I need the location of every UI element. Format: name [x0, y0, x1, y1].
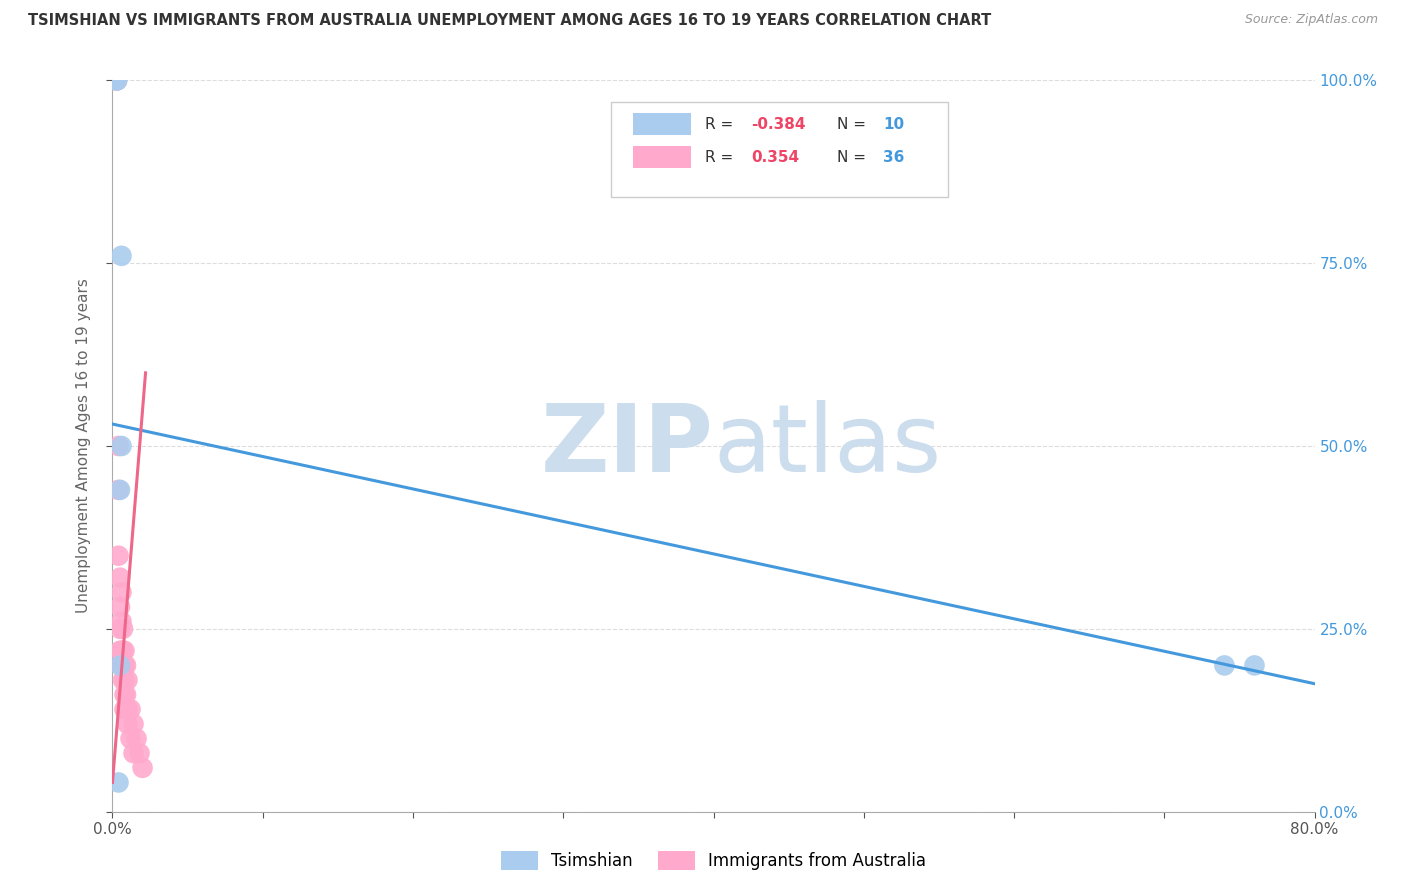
Text: 10: 10: [883, 117, 904, 132]
Point: [131, 761, 153, 775]
Point: [108, 599, 131, 614]
Text: N =: N =: [838, 150, 872, 165]
Point: [115, 658, 138, 673]
Text: atlas: atlas: [713, 400, 942, 492]
Point: [110, 615, 132, 629]
Point: [108, 644, 131, 658]
Point: [114, 658, 136, 673]
Point: [114, 673, 136, 687]
Text: Source: ZipAtlas.com: Source: ZipAtlas.com: [1244, 13, 1378, 27]
Text: -0.384: -0.384: [751, 117, 806, 132]
Point: [105, 73, 128, 87]
Point: [110, 439, 132, 453]
Point: [105, 73, 128, 87]
Point: [128, 746, 150, 760]
Point: [107, 439, 129, 453]
Point: [108, 622, 131, 636]
Point: [107, 483, 129, 497]
FancyBboxPatch shape: [612, 103, 948, 197]
Point: [114, 688, 136, 702]
Point: [111, 658, 134, 673]
Point: [115, 702, 138, 716]
Point: [110, 585, 132, 599]
Y-axis label: Unemployment Among Ages 16 to 19 years: Unemployment Among Ages 16 to 19 years: [76, 278, 91, 614]
Point: [105, 73, 128, 87]
Point: [111, 644, 134, 658]
Point: [108, 658, 131, 673]
Point: [120, 731, 142, 746]
Point: [114, 644, 136, 658]
Point: [115, 688, 138, 702]
Text: TSIMSHIAN VS IMMIGRANTS FROM AUSTRALIA UNEMPLOYMENT AMONG AGES 16 TO 19 YEARS CO: TSIMSHIAN VS IMMIGRANTS FROM AUSTRALIA U…: [28, 13, 991, 29]
Point: [105, 73, 128, 87]
Point: [107, 775, 129, 789]
Point: [110, 249, 132, 263]
Point: [107, 549, 129, 563]
Point: [111, 622, 134, 636]
Bar: [633, 146, 690, 168]
Point: [111, 673, 134, 687]
Point: [122, 717, 145, 731]
Text: 0.354: 0.354: [751, 150, 799, 165]
Text: N =: N =: [838, 117, 872, 132]
Point: [110, 658, 132, 673]
Point: [117, 702, 139, 716]
Point: [1213, 658, 1236, 673]
Point: [1243, 658, 1265, 673]
Point: [122, 746, 145, 760]
Point: [105, 73, 128, 87]
Bar: [633, 113, 690, 136]
Point: [110, 644, 132, 658]
Text: R =: R =: [706, 117, 738, 132]
Point: [120, 702, 142, 716]
Text: R =: R =: [706, 150, 744, 165]
Point: [114, 702, 136, 716]
Text: 36: 36: [883, 150, 904, 165]
Legend: Tsimshian, Immigrants from Australia: Tsimshian, Immigrants from Australia: [495, 844, 932, 877]
Point: [125, 731, 148, 746]
Text: ZIP: ZIP: [541, 400, 713, 492]
Point: [104, 73, 127, 87]
Point: [108, 571, 131, 585]
Point: [117, 717, 139, 731]
Point: [117, 673, 139, 687]
Point: [108, 483, 131, 497]
